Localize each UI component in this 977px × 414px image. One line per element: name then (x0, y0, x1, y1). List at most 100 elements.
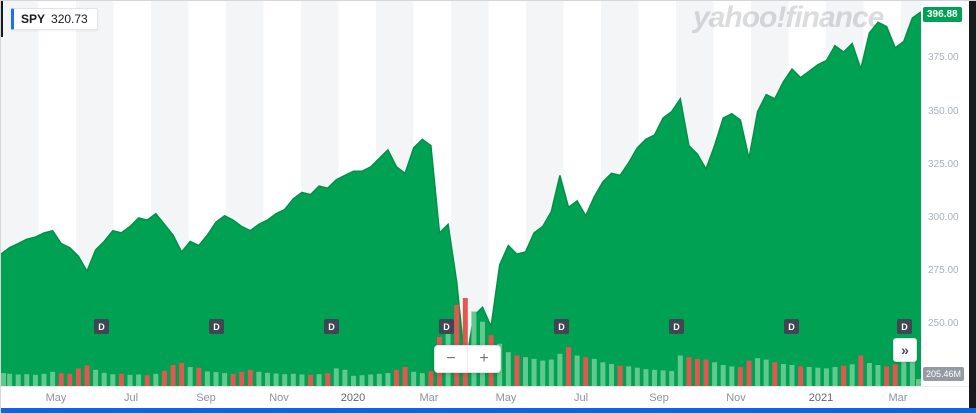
volume-bar (514, 355, 520, 386)
volume-bar (256, 371, 262, 386)
volume-bar (325, 373, 331, 386)
volume-bar (746, 360, 752, 386)
volume-bar (574, 355, 580, 386)
volume-bar (660, 370, 666, 386)
volume-bar (823, 368, 829, 386)
chart-plot-area[interactable]: yahoo!finance D D D D D D D D SPY 320.73 − + » (1, 1, 921, 386)
x-axis-tick-label: May (495, 392, 517, 404)
dividend-marker[interactable]: D (209, 319, 224, 334)
volume-bar (265, 372, 270, 386)
volume-bar (548, 359, 554, 386)
volume-bar (15, 374, 21, 386)
y-axis-tick-label: 350.00 (928, 106, 959, 117)
volume-bar (772, 362, 778, 386)
volume-bar (376, 373, 382, 386)
dividend-marker[interactable]: D (94, 319, 109, 334)
volume-bar (1, 373, 6, 386)
volume-bar (419, 373, 425, 386)
volume-bar (892, 364, 898, 386)
x-axis-tick-label: 2021 (808, 392, 834, 404)
dividend-marker[interactable]: D (554, 319, 569, 334)
current-volume-badge: 205.46M (923, 367, 965, 381)
volume-bar (523, 357, 528, 386)
volume-bar (153, 373, 159, 386)
volume-bar (75, 368, 81, 386)
volume-bar (703, 359, 709, 386)
volume-bar (222, 373, 228, 386)
volume-bar (394, 369, 399, 386)
volume-bar (24, 374, 30, 386)
volume-bar (755, 358, 761, 386)
x-axis-tick-label: Nov (269, 392, 289, 404)
x-axis-tick-label: Mar (888, 392, 908, 404)
volume-bar (385, 373, 391, 386)
volume-bar (179, 363, 185, 386)
price-line-series (1, 11, 921, 368)
volume-bar (411, 371, 417, 386)
price-axis: 396.88 375.00 350.00 325.00 300.00 275.00 250… (921, 1, 971, 386)
volume-bar (557, 353, 563, 386)
left-edge-notch (1, 1, 3, 37)
volume-bar (127, 374, 133, 386)
time-axis: May Jul Sep Nov 2020 Mar May Jul Sep Nov 2021 Mar (1, 386, 971, 410)
volume-bar (308, 374, 313, 386)
volume-bar (247, 369, 253, 386)
volume-bar (84, 365, 90, 386)
volume-bar (144, 375, 150, 386)
volume-bar (806, 367, 812, 386)
volume-bar (609, 364, 614, 386)
current-price-badge: 396.88 (923, 7, 962, 22)
volume-bar (213, 372, 219, 386)
dividend-marker[interactable]: D (784, 319, 799, 334)
volume-bar (763, 359, 769, 386)
volume-bar (617, 365, 623, 386)
volume-bar (815, 367, 821, 386)
chart-canvas[interactable] (1, 1, 921, 386)
x-axis-tick-label: Sep (649, 392, 669, 404)
y-axis-tick-label: 375.00 (928, 52, 959, 63)
volume-bar (368, 374, 374, 386)
expand-chart-button[interactable]: » (893, 338, 917, 362)
volume-bar (93, 369, 99, 386)
volume-bar (600, 362, 606, 386)
zoom-control: − + (434, 345, 501, 373)
volume-bar (540, 360, 546, 386)
page-scrollbar[interactable] (969, 1, 976, 410)
volume-bar (118, 373, 124, 386)
y-axis-tick-label: 300.00 (928, 212, 959, 223)
volume-bar (161, 370, 167, 386)
volume-bar (677, 355, 683, 386)
volume-bar (866, 363, 872, 386)
volume-bar (299, 374, 305, 386)
volume-bar (583, 357, 589, 386)
volume-bar (290, 373, 296, 386)
volume-bar (7, 373, 13, 386)
volume-bar (351, 375, 356, 386)
volume-bar (136, 374, 142, 386)
volume-bar (402, 367, 408, 386)
volume-bar (110, 374, 116, 386)
x-axis-tick-label: 2020 (340, 392, 366, 404)
volume-bar (204, 371, 210, 386)
zoom-in-button[interactable]: + (467, 346, 500, 372)
volume-bar (780, 364, 786, 386)
volume-bar (798, 366, 804, 386)
volume-bar (858, 355, 864, 386)
volume-bar (428, 371, 434, 386)
dividend-marker[interactable]: D (324, 319, 339, 334)
volume-bar (342, 369, 348, 386)
volume-bar (720, 365, 726, 386)
volume-bar (875, 365, 881, 386)
volume-bar (694, 358, 700, 386)
volume-bar (505, 352, 511, 386)
volume-bar (273, 373, 279, 386)
volume-bar (643, 369, 649, 386)
volume-bar (170, 365, 176, 386)
dividend-marker[interactable]: D (669, 319, 684, 334)
y-axis-tick-label: 325.00 (928, 159, 959, 170)
dividend-marker[interactable]: D (897, 319, 912, 334)
zoom-out-button[interactable]: − (446, 350, 456, 367)
dividend-marker[interactable]: D (439, 319, 454, 334)
volume-bar (884, 366, 890, 386)
volume-bar (462, 298, 468, 386)
